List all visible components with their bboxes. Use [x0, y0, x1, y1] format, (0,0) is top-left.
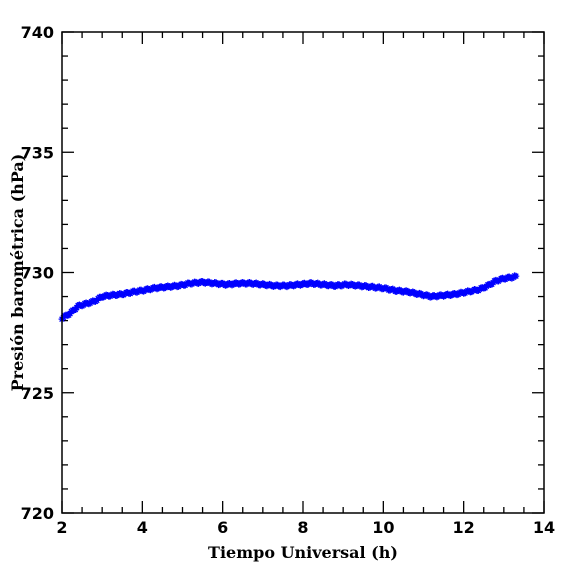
x-tick-label: 4 [137, 518, 148, 537]
x-tick-label: 12 [453, 518, 475, 537]
x-tick-label: 14 [533, 518, 555, 537]
y-tick-label: 735 [21, 143, 54, 162]
x-tick-label: 10 [372, 518, 394, 537]
x-tick-label: 6 [217, 518, 228, 537]
plot-frame [61, 31, 545, 514]
y-axis-label: Presión barométrica (hPa) [8, 154, 27, 392]
x-axis-label: Tiempo Universal (h) [208, 543, 398, 562]
y-tick-label: 740 [21, 23, 54, 42]
data-point [512, 272, 520, 280]
x-tick-label: 2 [56, 518, 67, 537]
axis-ticks [61, 31, 545, 514]
y-tick-label: 720 [21, 504, 54, 523]
tick-labels: 2 4 6 8 10 12 14 720 725 730 735 740 [21, 23, 556, 537]
x-tick-label: 8 [297, 518, 308, 537]
data-point [73, 304, 81, 312]
y-tick-label: 730 [21, 264, 54, 283]
data-points [58, 272, 520, 323]
y-tick-label: 725 [21, 384, 54, 403]
